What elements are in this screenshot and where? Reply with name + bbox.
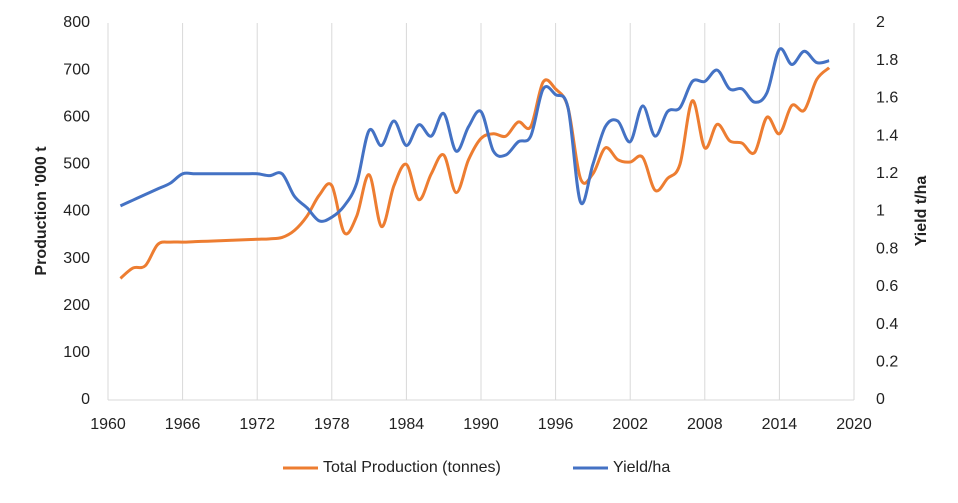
x-tick-label: 2002 bbox=[612, 416, 648, 433]
y2-tick-label: 1 bbox=[876, 203, 885, 220]
y2-tick-label: 1.4 bbox=[876, 127, 898, 144]
y2-tick-label: 0.6 bbox=[876, 278, 898, 295]
y2-tick-label: 2 bbox=[876, 14, 885, 31]
y2-tick-label: 1.6 bbox=[876, 90, 898, 107]
y-tick-label: 300 bbox=[63, 250, 90, 267]
x-tick-label: 1984 bbox=[389, 416, 425, 433]
series-line bbox=[119, 47, 830, 223]
y2-tick-label: 0.4 bbox=[876, 316, 898, 333]
y-tick-label: 200 bbox=[63, 297, 90, 314]
y2-tick-label: 1.8 bbox=[876, 52, 898, 69]
legend-label: Yield/ha bbox=[613, 459, 670, 476]
x-tick-label: 1960 bbox=[90, 416, 126, 433]
y2-tick-label: 0 bbox=[876, 391, 885, 408]
x-tick-label: 2014 bbox=[762, 416, 798, 433]
y-tick-label: 100 bbox=[63, 344, 90, 361]
y-tick-label: 0 bbox=[81, 391, 90, 408]
y-tick-label: 400 bbox=[63, 203, 90, 220]
y-axis-title: Production '000 t bbox=[33, 146, 50, 276]
x-tick-label: 1966 bbox=[165, 416, 201, 433]
x-tick-label: 2008 bbox=[687, 416, 723, 433]
y-tick-label: 500 bbox=[63, 156, 90, 173]
x-tick-label: 1978 bbox=[314, 416, 350, 433]
y2-tick-label: 0.2 bbox=[876, 354, 898, 371]
y-tick-label: 800 bbox=[63, 14, 90, 31]
y2-tick-label: 0.8 bbox=[876, 240, 898, 257]
series-line bbox=[119, 66, 831, 280]
x-tick-label: 1996 bbox=[538, 416, 574, 433]
y-tick-label: 700 bbox=[63, 61, 90, 78]
x-tick-label: 1990 bbox=[463, 416, 499, 433]
y2-axis-title: Yield t/ha bbox=[913, 176, 930, 247]
legend-label: Total Production (tonnes) bbox=[323, 459, 501, 476]
y-tick-label: 600 bbox=[63, 108, 90, 125]
x-tick-label: 1972 bbox=[239, 416, 275, 433]
y2-tick-label: 1.2 bbox=[876, 165, 898, 182]
x-tick-label: 2020 bbox=[836, 416, 872, 433]
